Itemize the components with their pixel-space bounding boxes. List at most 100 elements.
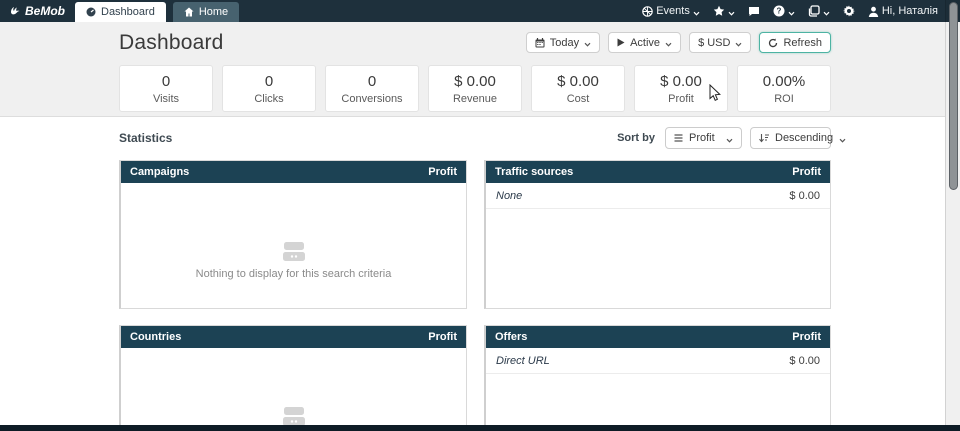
currency-button[interactable]: $ USD [689,32,752,53]
stat-value: 0 [161,73,171,90]
header-section: Dashboard Today Active [0,22,945,117]
stat-label: Cost [566,93,590,105]
empty-state: Nothing to display for this search crite… [121,241,466,280]
stat-label: Profit [668,93,694,105]
server-icon [282,407,305,426]
refresh-icon [768,38,778,48]
panel-title: Traffic sources [495,166,574,178]
statistics-section: Statistics Sort by Profit [0,118,945,431]
row-name: Direct URL [496,354,550,367]
topbar-tabs: Dashboard Home [75,0,240,22]
hamburger-icon [674,134,683,142]
play-icon [617,38,625,47]
user-menu[interactable]: Hi, Наталія [868,5,938,17]
help-menu[interactable]: ? [773,5,795,17]
stat-card-clicks: 0 Clicks [222,65,316,112]
stat-label: Clicks [254,93,284,105]
calendar-icon [535,37,545,48]
tab-home[interactable]: Home [172,2,240,22]
sort-descending-icon [759,133,769,143]
chevron-down-icon [823,8,830,16]
events-label: Events [656,5,690,17]
user-icon [868,6,879,17]
date-range-button[interactable]: Today [525,32,601,53]
panel-metric: Profit [428,331,457,343]
panel-metric: Profit [428,166,457,178]
events-globe-icon [642,5,653,17]
stat-card-cost: $ 0.00 Cost [531,65,625,112]
chevron-down-icon [728,8,735,16]
home-icon [184,7,194,17]
empty-state-text: Nothing to display for this search crite… [195,268,392,280]
panel-campaigns: Campaigns Profit Nothing to display for … [119,160,467,309]
sort-order-select[interactable]: Descending [750,127,846,149]
row-value: $ 0.00 [789,189,820,202]
stat-value: $ 0.00 [557,73,599,90]
header-controls: Today Active $ USD [525,32,831,53]
row-value: $ 0.00 [789,354,820,367]
chevron-down-icon [584,39,591,47]
sort-order-value: Descending [775,132,834,144]
server-icon [282,242,305,261]
vertical-scrollbar[interactable] [945,0,960,431]
stat-value: 0 [367,73,377,90]
panel-title: Offers [495,331,528,343]
panel-metric: Profit [792,166,821,178]
table-row[interactable]: None $ 0.00 [486,183,830,209]
page-title: Dashboard [119,31,224,54]
chevron-down-icon [839,135,846,143]
svg-text:?: ? [776,7,781,16]
stat-card-profit: $ 0.00 Profit [634,65,728,112]
stat-value: 0 [264,73,274,90]
pages-icon [808,5,820,17]
events-menu[interactable]: Events [642,5,700,17]
panel-offers: Offers Profit Direct URL $ 0.00 [484,325,831,431]
refresh-button[interactable]: Refresh [759,32,831,53]
chevron-down-icon [735,39,742,47]
stat-card-visits: 0 Visits [119,65,213,112]
question-icon: ? [773,5,785,17]
stat-cards: 0 Visits 0 Clicks 0 Conversions $ 0.00 R… [119,65,831,112]
stat-label: Visits [152,93,180,105]
stat-card-roi: 0.00% ROI [737,65,831,112]
chevron-down-icon [788,8,795,16]
empty-state: Nothing to display for this search crite… [121,406,466,431]
status-filter-label: Active [630,36,661,49]
bemob-logo-text: BeMob [25,4,65,18]
chevron-down-icon [693,8,700,16]
tab-dashboard[interactable]: Dashboard [75,2,166,22]
stat-card-conversions: 0 Conversions [325,65,419,112]
scrollbar-thumb[interactable] [949,2,958,190]
panel-grid: Campaigns Profit Nothing to display for … [119,160,831,431]
bemob-logo-icon [9,5,21,17]
gauge-icon [86,7,96,17]
favorites-menu[interactable] [713,5,735,17]
stat-value: $ 0.00 [454,73,496,90]
sort-field-select[interactable]: Profit [665,127,742,149]
currency-label: $ USD [698,36,731,49]
date-range-label: Today [549,36,580,49]
table-row[interactable]: Direct URL $ 0.00 [486,348,830,374]
settings-button[interactable] [842,5,855,17]
stat-label: ROI [774,93,794,105]
chat-icon [748,6,760,17]
bemob-logo[interactable]: BeMob [0,0,75,22]
user-label: Hi, Наталія [881,5,938,17]
resources-menu[interactable] [808,5,830,17]
panel-metric: Profit [792,331,821,343]
tab-home-label: Home [198,6,229,18]
bottom-edge-strip [0,425,960,431]
chevron-down-icon [726,135,733,143]
status-filter-button[interactable]: Active [608,32,682,53]
stat-card-revenue: $ 0.00 Revenue [428,65,522,112]
stat-label: Conversions [341,93,403,105]
panel-title: Campaigns [130,166,190,178]
stat-value: $ 0.00 [660,73,702,90]
sort-controls: Sort by Profit Desce [617,127,846,149]
chevron-down-icon [665,39,672,47]
stat-value: 0.00% [762,73,806,90]
chat-button[interactable] [748,6,760,17]
gear-icon [842,5,855,17]
stat-label: Revenue [452,93,498,105]
